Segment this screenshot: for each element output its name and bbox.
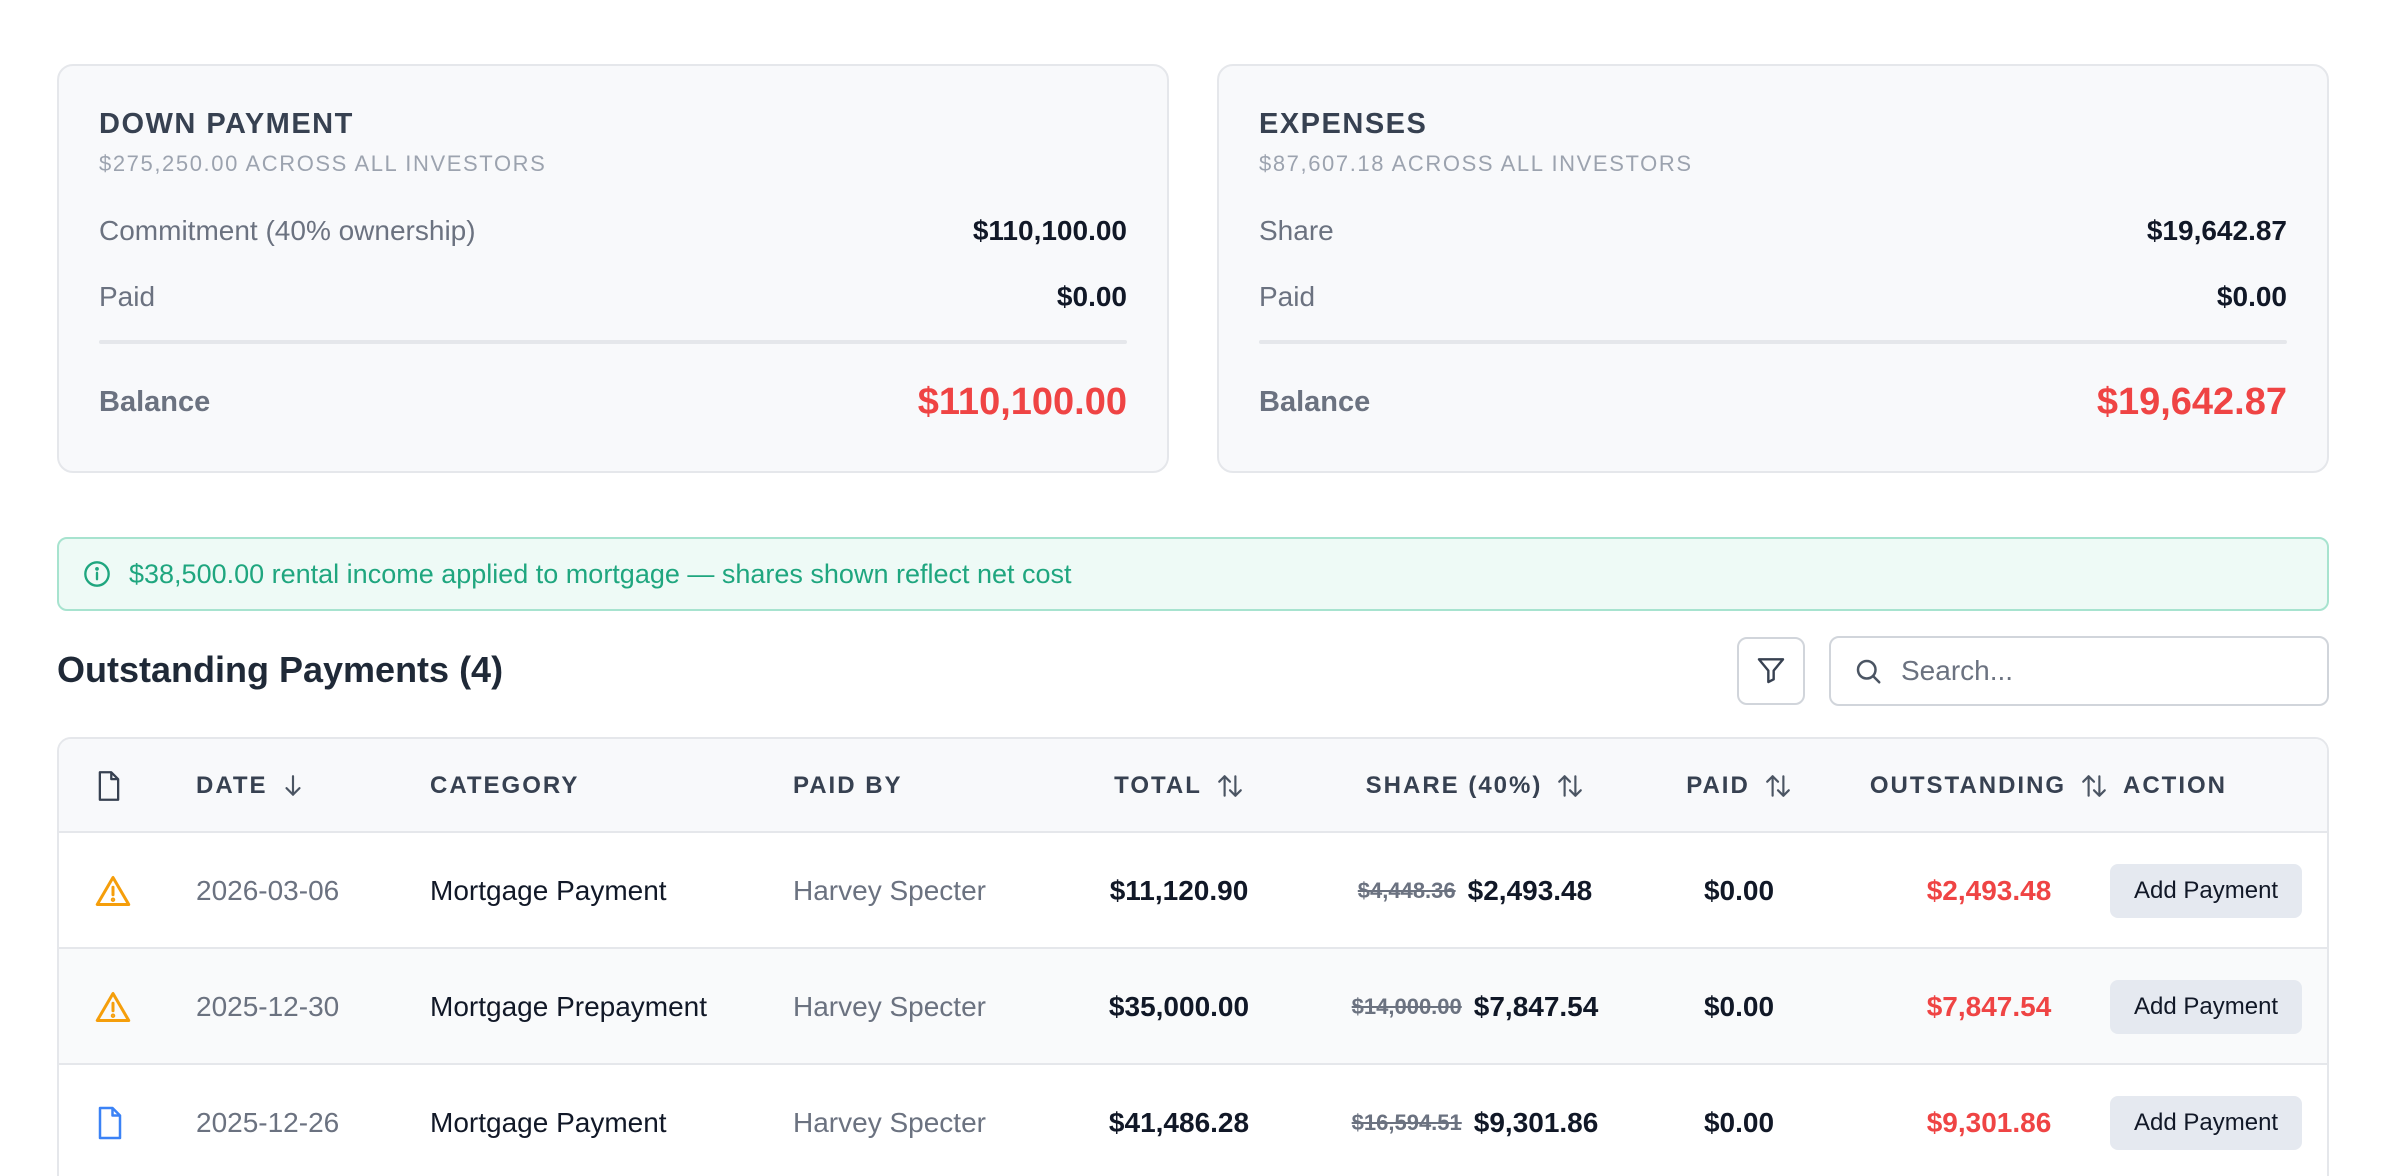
row-paid-by: Harvey Specter — [793, 875, 986, 906]
row-outstanding: $7,847.54 — [1926, 991, 2052, 1022]
header-date-label: DATE — [196, 772, 268, 799]
balance-label: Balance — [1259, 385, 1371, 418]
header-paid-label: PAID — [1686, 772, 1750, 799]
search-input[interactable] — [1901, 655, 2301, 687]
sort-icon — [2080, 773, 2108, 799]
warning-icon — [95, 833, 131, 949]
row-outstanding: $9,301.86 — [1926, 1107, 2052, 1138]
paid-row: Paid $0.00 — [99, 283, 1127, 311]
row-share-net: $9,301.86 — [1473, 1107, 1599, 1138]
row-share-original: $4,448.36 — [1357, 878, 1456, 903]
down-payment-card: DOWN PAYMENT $275,250.00 ACROSS ALL INVE… — [57, 64, 1169, 473]
header-total[interactable]: TOTAL — [1059, 739, 1299, 833]
row-share-net: $2,493.48 — [1467, 875, 1593, 906]
row-share: $16,594.51 $9,301.86 — [1275, 1065, 1675, 1176]
balance-value: $19,642.87 — [2096, 381, 2287, 423]
row-share: $14,000.00 $7,847.54 — [1275, 949, 1675, 1065]
paid-label: Paid — [1259, 281, 1316, 312]
header-share-label: SHARE (40%) — [1365, 772, 1543, 799]
share-row: Share $19,642.87 — [1259, 217, 2287, 245]
row-date: 2025-12-26 — [196, 1107, 340, 1138]
row-paid-by: Harvey Specter — [793, 1107, 986, 1138]
balance-value: $110,100.00 — [917, 381, 1127, 423]
header-action: ACTION — [2123, 739, 2227, 833]
header-paid-by: PAID BY — [793, 739, 903, 833]
row-total: $35,000.00 — [1108, 991, 1250, 1022]
info-circle-icon — [83, 560, 111, 588]
balance-row: Balance $110,100.00 — [99, 383, 1127, 421]
paid-value: $0.00 — [2216, 281, 2287, 312]
paid-value: $0.00 — [1056, 281, 1127, 312]
add-payment-button[interactable]: Add Payment — [2110, 980, 2303, 1034]
section-title: Outstanding Payments (4) — [57, 649, 504, 690]
sort-icon — [1556, 773, 1584, 799]
row-date: 2025-12-30 — [196, 991, 340, 1022]
table-header: DATE CATEGORY PAID BY TOTAL — [59, 739, 2327, 833]
sort-icon — [1764, 773, 1792, 799]
header-outstanding[interactable]: OUTSTANDING — [1799, 739, 2179, 833]
card-subtitle: $275,250.00 ACROSS ALL INVESTORS — [99, 151, 547, 176]
table-row[interactable]: 2026-03-06 Mortgage Payment Harvey Spect… — [59, 833, 2327, 949]
row-date: 2026-03-06 — [196, 875, 340, 906]
row-action: Add Payment — [2110, 1065, 2303, 1176]
row-total: $11,120.90 — [1109, 875, 1249, 906]
header-outstanding-label: OUTSTANDING — [1869, 772, 2067, 799]
header-document-icon — [95, 739, 123, 833]
expenses-card: EXPENSES $87,607.18 ACROSS ALL INVESTORS… — [1217, 64, 2329, 473]
share-value: $19,642.87 — [2146, 215, 2287, 246]
row-paid: $0.00 — [1703, 875, 1775, 906]
header-share[interactable]: SHARE (40%) — [1275, 739, 1675, 833]
card-title: EXPENSES — [1259, 108, 1428, 140]
balance-row: Balance $19,642.87 — [1259, 383, 2287, 421]
add-payment-button[interactable]: Add Payment — [2110, 864, 2303, 918]
payments-table: DATE CATEGORY PAID BY TOTAL — [57, 737, 2329, 1176]
divider — [1259, 340, 2287, 344]
filter-icon — [1755, 654, 1787, 689]
search-icon — [1853, 656, 1883, 686]
row-paid: $0.00 — [1703, 1107, 1775, 1138]
header-paid-by-label: PAID BY — [793, 772, 903, 799]
document-icon — [95, 1065, 125, 1176]
header-action-label: ACTION — [2123, 772, 2227, 799]
header-category-label: CATEGORY — [430, 772, 580, 799]
row-category: Mortgage Payment — [430, 875, 667, 906]
divider — [99, 340, 1127, 344]
row-category: Mortgage Prepayment — [430, 991, 708, 1022]
row-action: Add Payment — [2110, 833, 2303, 949]
table-row[interactable]: 2025-12-30 Mortgage Prepayment Harvey Sp… — [59, 949, 2327, 1065]
paid-row: Paid $0.00 — [1259, 283, 2287, 311]
paid-label: Paid — [99, 281, 156, 312]
card-subtitle: $87,607.18 ACROSS ALL INVESTORS — [1259, 151, 1693, 176]
card-title: DOWN PAYMENT — [99, 108, 354, 140]
share-label: Share — [1259, 215, 1334, 246]
info-banner: $38,500.00 rental income applied to mort… — [57, 537, 2329, 611]
header-total-label: TOTAL — [1114, 772, 1202, 799]
header-date[interactable]: DATE — [196, 739, 304, 833]
warning-icon — [95, 949, 131, 1065]
search-box[interactable] — [1829, 636, 2329, 706]
row-share: $4,448.36 $2,493.48 — [1275, 833, 1675, 949]
row-outstanding: $2,493.48 — [1926, 875, 2052, 906]
row-paid: $0.00 — [1703, 991, 1775, 1022]
row-share-original: $14,000.00 — [1351, 994, 1462, 1019]
row-category: Mortgage Payment — [430, 1107, 667, 1138]
row-total: $41,486.28 — [1108, 1107, 1250, 1138]
sort-icon — [1216, 773, 1244, 799]
header-category: CATEGORY — [430, 739, 579, 833]
row-paid-by: Harvey Specter — [793, 991, 986, 1022]
row-share-original: $16,594.51 — [1351, 1110, 1462, 1135]
banner-text: $38,500.00 rental income applied to mort… — [129, 558, 1072, 589]
commitment-row: Commitment (40% ownership) $110,100.00 — [99, 217, 1127, 245]
row-action: Add Payment — [2110, 949, 2303, 1065]
arrow-down-icon — [282, 773, 304, 799]
commitment-value: $110,100.00 — [972, 215, 1127, 246]
table-row[interactable]: 2025-12-26 Mortgage Payment Harvey Spect… — [59, 1065, 2327, 1176]
filter-button[interactable] — [1737, 637, 1805, 705]
header-paid[interactable]: PAID — [1629, 739, 1849, 833]
commitment-label: Commitment (40% ownership) — [99, 215, 476, 246]
add-payment-button[interactable]: Add Payment — [2110, 1096, 2303, 1150]
row-share-net: $7,847.54 — [1473, 991, 1599, 1022]
balance-label: Balance — [99, 385, 211, 418]
